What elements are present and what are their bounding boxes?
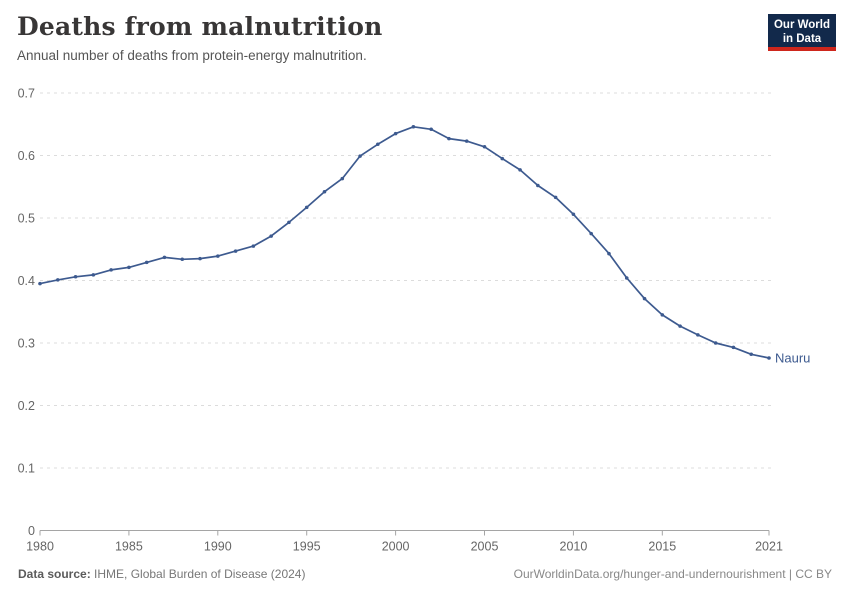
svg-text:1980: 1980 <box>26 540 54 554</box>
chart-header: Deaths from malnutrition Annual number o… <box>17 12 757 63</box>
owid-logo-line2: in Data <box>782 32 822 45</box>
chart-subtitle: Annual number of deaths from protein-ene… <box>17 48 367 63</box>
svg-text:2015: 2015 <box>648 540 676 554</box>
svg-text:1985: 1985 <box>115 540 143 554</box>
svg-text:2010: 2010 <box>560 540 588 554</box>
owid-logo[interactable]: Our World in Data <box>768 14 836 51</box>
svg-text:0: 0 <box>28 524 35 538</box>
x-axis-tick-labels: 1980 1985 1990 1995 2000 2005 2010 2015 2021 <box>26 540 783 554</box>
owid-logo-red-strip <box>768 47 836 51</box>
svg-text:2021: 2021 <box>755 540 783 554</box>
svg-text:0.2: 0.2 <box>18 399 35 413</box>
svg-text:0.1: 0.1 <box>18 462 35 476</box>
svg-text:2000: 2000 <box>382 540 410 554</box>
data-source-text: IHME, Global Burden of Disease (2024) <box>90 567 306 581</box>
series-nauru-line[interactable] <box>38 124 771 360</box>
y-gridlines <box>40 92 775 469</box>
data-source-note: Data source: IHME, Global Burden of Dise… <box>18 567 305 581</box>
data-source-label: Data source: <box>18 567 91 581</box>
credit-line: OurWorldinData.org/hunger-and-undernouri… <box>513 567 832 581</box>
chart-title: Deaths from malnutrition <box>17 12 383 41</box>
svg-text:0.4: 0.4 <box>18 274 35 288</box>
svg-text:0.6: 0.6 <box>18 149 35 163</box>
owid-logo-line1: Our World <box>773 18 830 31</box>
chart-footer: Data source: IHME, Global Burden of Dise… <box>18 567 832 581</box>
svg-text:2005: 2005 <box>471 540 499 554</box>
series-label-nauru[interactable]: Nauru <box>775 351 810 366</box>
svg-text:0.3: 0.3 <box>18 337 35 351</box>
svg-text:1995: 1995 <box>293 540 321 554</box>
y-axis-tick-labels: 0 0.1 0.2 0.3 0.4 0.5 0.6 0.7 <box>18 87 35 539</box>
svg-text:0.5: 0.5 <box>18 212 35 226</box>
svg-text:1990: 1990 <box>204 540 232 554</box>
svg-text:0.7: 0.7 <box>18 87 35 101</box>
x-axis <box>39 530 770 536</box>
